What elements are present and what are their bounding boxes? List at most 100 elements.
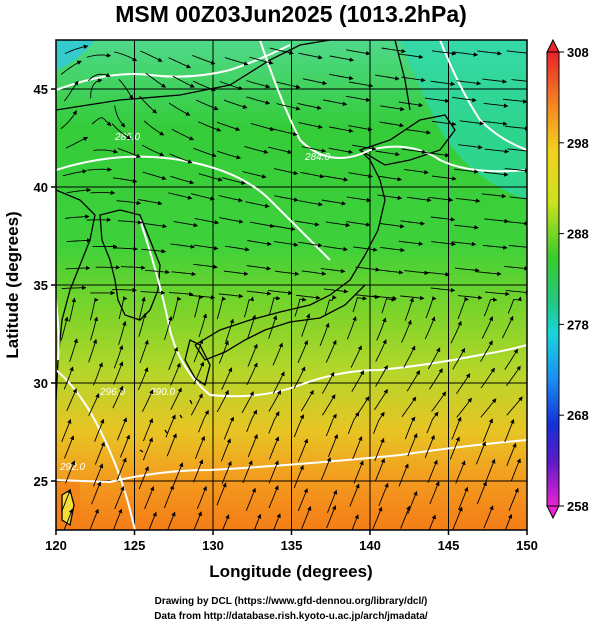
streamline bbox=[138, 312, 147, 337]
streamline bbox=[139, 95, 158, 114]
streamline bbox=[167, 511, 176, 530]
streamline bbox=[192, 54, 216, 65]
streamline bbox=[116, 200, 142, 206]
streamline bbox=[485, 458, 496, 482]
streamline bbox=[482, 418, 493, 442]
streamline bbox=[404, 169, 429, 175]
streamline bbox=[430, 80, 456, 87]
streamline bbox=[407, 433, 418, 457]
streamline bbox=[168, 102, 191, 116]
streamline bbox=[377, 194, 403, 201]
streamline bbox=[138, 199, 163, 206]
y-tick-label: 25 bbox=[34, 474, 48, 489]
streamline bbox=[398, 463, 409, 487]
streamline bbox=[482, 244, 508, 250]
streamline bbox=[145, 269, 170, 275]
streamline bbox=[347, 411, 360, 434]
streamline bbox=[192, 80, 216, 92]
streamline bbox=[398, 101, 424, 108]
streamline bbox=[424, 434, 435, 458]
streamline bbox=[68, 297, 77, 322]
x-tick-label: 120 bbox=[45, 538, 67, 553]
streamline bbox=[328, 147, 354, 155]
streamline bbox=[142, 437, 153, 461]
streamline bbox=[380, 247, 405, 253]
kyushu-coast bbox=[184, 339, 211, 387]
streamline bbox=[452, 506, 463, 530]
streamline bbox=[143, 120, 165, 136]
streamline bbox=[222, 514, 230, 530]
streamline bbox=[400, 505, 411, 529]
streamline bbox=[477, 50, 502, 56]
streamline bbox=[64, 80, 79, 102]
streamline bbox=[118, 320, 127, 345]
streamline bbox=[270, 225, 296, 232]
streamline bbox=[225, 245, 250, 252]
honshu-south-coast bbox=[194, 284, 366, 361]
streamline bbox=[63, 508, 74, 530]
streamline bbox=[218, 195, 243, 203]
streamline bbox=[428, 196, 454, 203]
streamline bbox=[301, 313, 311, 337]
y-axis-label: Latitude (degrees) bbox=[3, 211, 22, 358]
streamline bbox=[148, 511, 157, 530]
streamline bbox=[381, 297, 397, 314]
streamline bbox=[327, 489, 338, 513]
streamline bbox=[140, 50, 163, 62]
streamline bbox=[245, 201, 270, 209]
streamline bbox=[323, 288, 349, 294]
streamline bbox=[274, 168, 299, 176]
streamline bbox=[372, 506, 383, 530]
streamline bbox=[483, 102, 509, 108]
streamline bbox=[506, 365, 521, 387]
x-tick-label: 150 bbox=[516, 538, 538, 553]
streamline bbox=[269, 47, 294, 55]
streamline bbox=[375, 150, 400, 157]
streamline bbox=[327, 434, 338, 458]
streamline bbox=[457, 296, 469, 320]
streamline bbox=[349, 483, 360, 507]
streamline bbox=[66, 388, 77, 411]
streamline bbox=[298, 241, 323, 248]
contour-line bbox=[56, 439, 527, 484]
streamline bbox=[300, 171, 325, 179]
streamline bbox=[427, 459, 438, 483]
streamline bbox=[297, 340, 309, 363]
streamline bbox=[168, 291, 194, 297]
streamline bbox=[65, 265, 91, 271]
streamline bbox=[504, 513, 513, 530]
streamline bbox=[378, 482, 389, 506]
streamline bbox=[61, 418, 72, 443]
streamline bbox=[481, 316, 493, 339]
streamline bbox=[120, 265, 146, 270]
streamline bbox=[324, 295, 337, 315]
streamline bbox=[246, 290, 272, 296]
streamline bbox=[268, 389, 281, 412]
streamline bbox=[301, 505, 312, 529]
honshu-coast bbox=[194, 149, 386, 346]
streamline bbox=[247, 343, 258, 367]
streamline bbox=[505, 290, 527, 295]
streamline bbox=[326, 505, 337, 529]
streamline bbox=[198, 121, 222, 132]
y-tick-label: 30 bbox=[34, 376, 48, 391]
streamline bbox=[114, 51, 138, 61]
streamline bbox=[142, 418, 154, 442]
colorbar-scale bbox=[546, 51, 560, 507]
streamline bbox=[269, 436, 280, 460]
streamline bbox=[297, 438, 309, 462]
streamline bbox=[475, 441, 486, 465]
streamline bbox=[429, 368, 443, 390]
streamline bbox=[454, 168, 479, 174]
streamline bbox=[142, 171, 167, 181]
streamline bbox=[480, 398, 497, 418]
streamline bbox=[216, 296, 227, 320]
x-tick-label: 130 bbox=[202, 538, 224, 553]
streamline bbox=[60, 60, 82, 75]
streamline bbox=[348, 125, 373, 132]
streamline bbox=[401, 319, 412, 343]
streamline bbox=[456, 397, 472, 418]
sakhalin-coast bbox=[394, 40, 411, 111]
streamline bbox=[346, 316, 357, 340]
